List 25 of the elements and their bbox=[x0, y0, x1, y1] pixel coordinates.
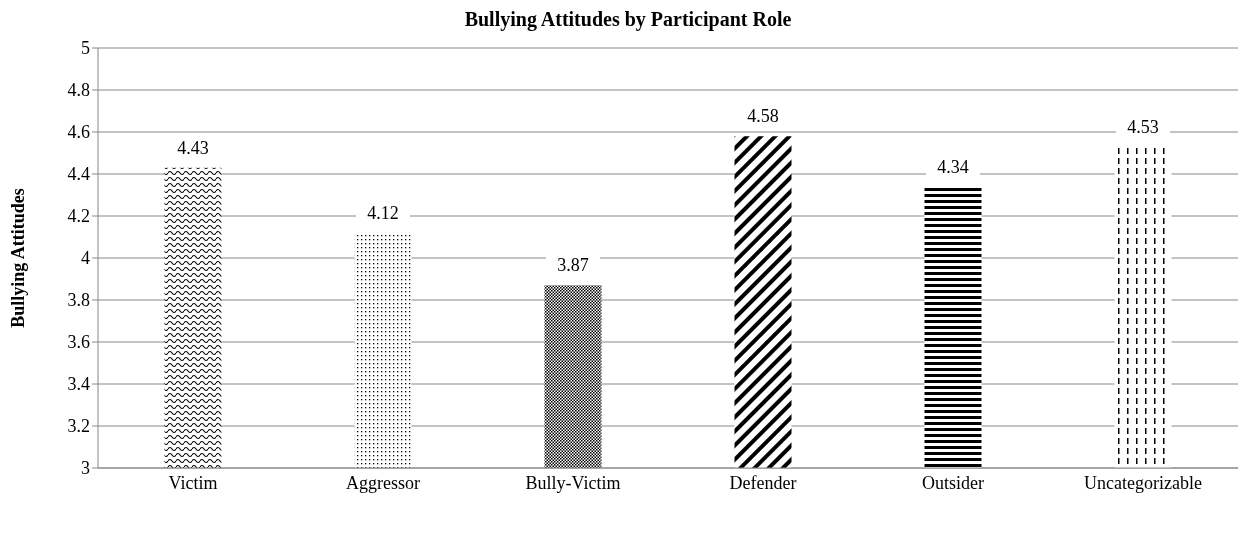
data-label: 4.34 bbox=[937, 156, 969, 177]
data-label: 4.58 bbox=[747, 106, 779, 127]
y-tick-label: 3.6 bbox=[67, 332, 90, 353]
x-tick-label: Defender bbox=[729, 472, 797, 493]
y-tick-label: 3.8 bbox=[67, 290, 90, 311]
y-tick-label: 4.6 bbox=[67, 122, 90, 143]
x-tick-label: Victim bbox=[168, 472, 218, 493]
y-tick-label: 4.2 bbox=[67, 206, 90, 227]
y-tick-label: 3.2 bbox=[67, 416, 90, 437]
y-tick-label: 5 bbox=[81, 38, 90, 59]
data-label: 3.87 bbox=[557, 255, 589, 276]
data-label: 4.12 bbox=[367, 202, 399, 223]
x-tick-label: Bully-Victim bbox=[525, 472, 621, 493]
y-tick-label: 4 bbox=[81, 248, 90, 269]
x-tick-label: Uncategorizable bbox=[1084, 472, 1202, 493]
y-tick-label: 4.4 bbox=[67, 164, 90, 185]
data-label: 4.43 bbox=[177, 137, 209, 158]
x-tick-label: Aggressor bbox=[346, 472, 420, 493]
x-tick-label: Outsider bbox=[922, 472, 984, 493]
y-tick-label: 3 bbox=[81, 458, 90, 479]
y-tick-label: 3.4 bbox=[67, 374, 90, 395]
y-tick-label: 4.8 bbox=[67, 80, 90, 101]
data-label: 4.53 bbox=[1127, 116, 1159, 137]
y-axis-title: Bullying Attitudes bbox=[8, 188, 29, 328]
chart-title: Bullying Attitudes by Participant Role bbox=[463, 8, 793, 33]
